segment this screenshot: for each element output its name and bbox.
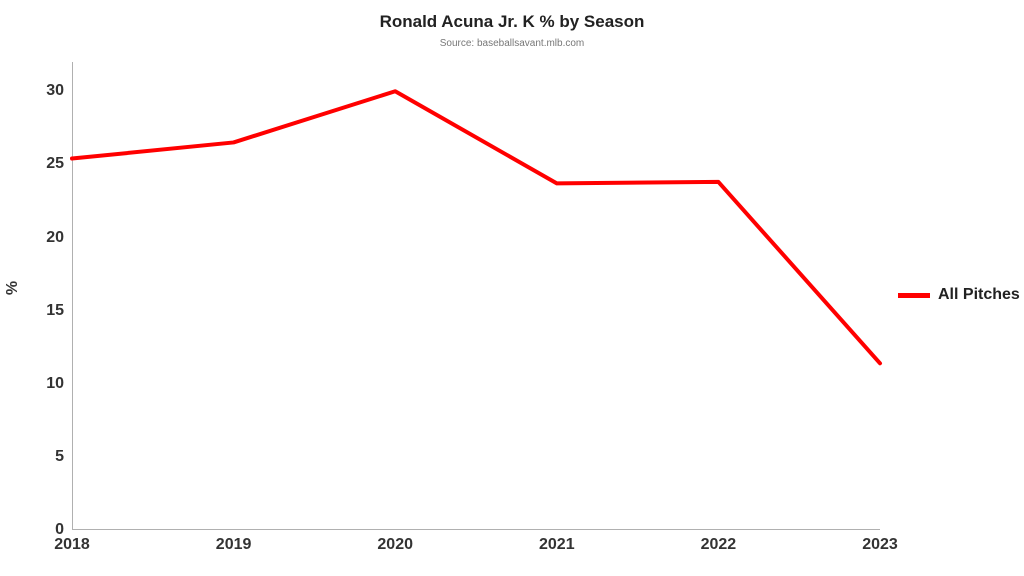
plot-area: 051015202530201820192020202120222023 [72, 62, 880, 530]
x-tick-label: 2018 [54, 536, 90, 554]
x-tick-label: 2023 [862, 536, 898, 554]
chart-line-svg [72, 62, 880, 530]
x-tick-label: 2021 [539, 536, 575, 554]
chart-subtitle: Source: baseballsavant.mlb.com [0, 38, 1024, 49]
x-tick-label: 2022 [701, 536, 737, 554]
y-tick-label: 10 [46, 375, 64, 393]
chart-ylabel: % [4, 281, 22, 295]
y-tick-label: 5 [55, 448, 64, 466]
x-tick-label: 2020 [377, 536, 413, 554]
legend-swatch [898, 293, 930, 298]
chart-container: Ronald Acuna Jr. K % by Season Source: b… [0, 0, 1024, 576]
legend: All Pitches [898, 286, 1020, 304]
legend-label: All Pitches [938, 286, 1020, 304]
series-line [72, 91, 880, 363]
chart-title: Ronald Acuna Jr. K % by Season [0, 12, 1024, 32]
y-tick-label: 30 [46, 82, 64, 100]
x-tick-label: 2019 [216, 536, 252, 554]
y-tick-label: 20 [46, 229, 64, 247]
y-tick-label: 15 [46, 302, 64, 320]
y-tick-label: 25 [46, 155, 64, 173]
